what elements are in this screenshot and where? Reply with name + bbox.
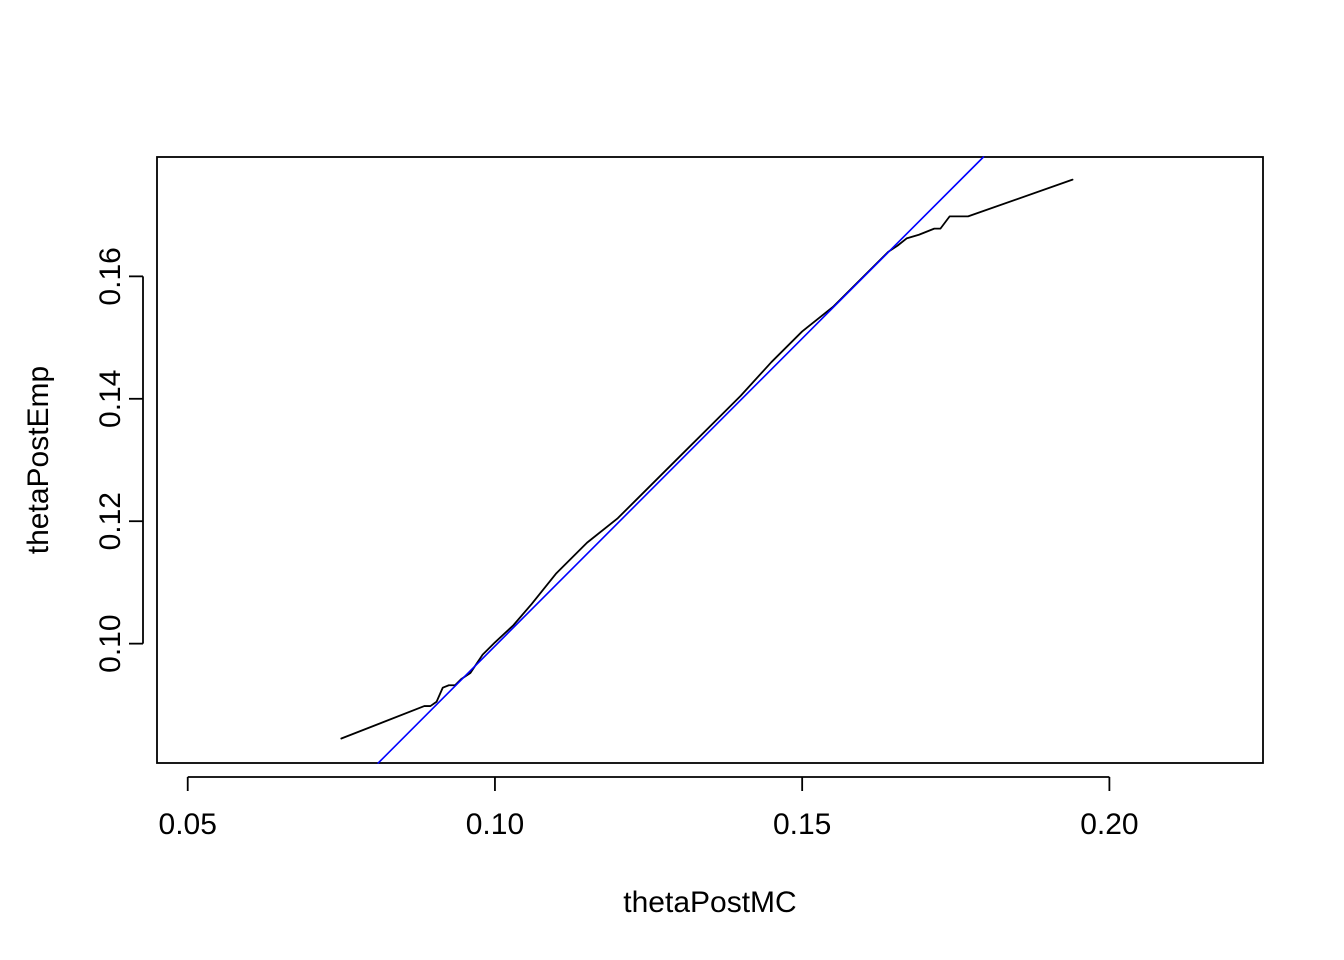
plot-frame [156, 156, 1264, 764]
series-layer [340, 156, 1074, 764]
x-axis-title: thetaPostMC [623, 886, 796, 919]
x-tick-label: 0.15 [773, 808, 831, 841]
x-tick-label: 0.20 [1080, 808, 1138, 841]
x-tick-label: 0.05 [159, 808, 217, 841]
x-tick-label: 0.10 [466, 808, 524, 841]
y-axis-title: thetaPostEmp [22, 366, 55, 554]
y-axis: 0.10 0.12 0.14 0.16 [94, 247, 144, 673]
y-tick-label: 0.10 [94, 614, 127, 672]
x-axis: 0.05 0.10 0.15 0.20 [159, 776, 1139, 841]
y-tick-label: 0.14 [94, 370, 127, 428]
reference-line [377, 156, 985, 764]
y-tick-label: 0.12 [94, 492, 127, 550]
y-tick-label: 0.16 [94, 247, 127, 305]
qq-series-line [340, 178, 1074, 740]
